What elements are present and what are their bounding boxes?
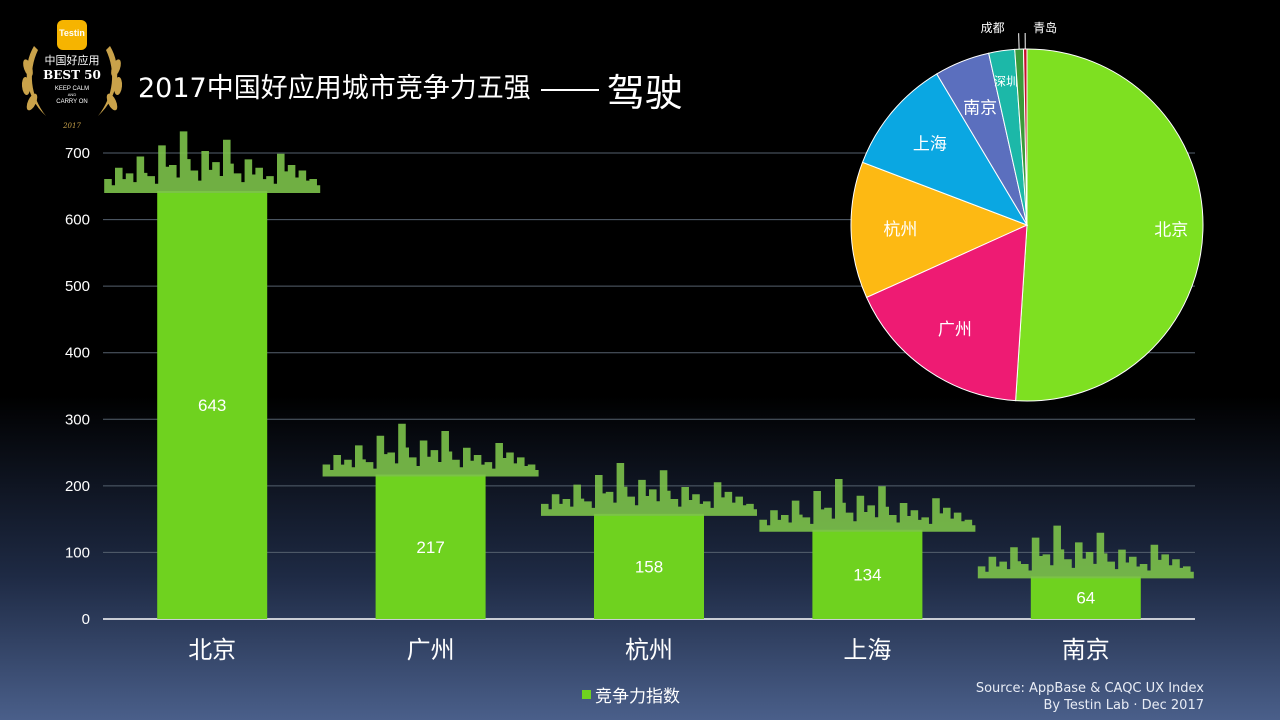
x-tick-label: 南京 [1062, 636, 1110, 664]
title-dash [540, 88, 599, 91]
bar [812, 529, 923, 619]
x-tick-label: 广州 [407, 636, 455, 664]
x-tick-label: 北京 [188, 636, 236, 664]
bar [594, 513, 704, 619]
pie-slice-label: 青岛 [1033, 20, 1057, 35]
bar-data-label: 643 [198, 396, 226, 415]
badge-year: 2017 [62, 122, 81, 130]
bar-data-label: 134 [853, 565, 881, 584]
y-tick-label: 300 [65, 411, 90, 428]
badge-line5: CARRY ON [56, 99, 87, 105]
bar [375, 474, 486, 619]
pie-slice [850, 161, 1029, 299]
pie-slice-label: 成都 [981, 21, 1005, 35]
pie-slice-label: 北京 [1154, 221, 1188, 241]
badge-line1: 中国好应用 [45, 53, 100, 67]
chart-legend: 竞争力指数 [582, 682, 680, 707]
legend-label: 竞争力指数 [595, 687, 680, 707]
y-tick-label: 100 [65, 544, 90, 561]
y-tick-label: 700 [65, 145, 90, 162]
pie-slice-label: 深圳 [994, 74, 1018, 88]
y-tick-label: 0 [82, 611, 90, 628]
city-skyline-icon [977, 525, 1194, 579]
city-skyline-icon [322, 423, 539, 477]
pie-slice-label: 广州 [938, 320, 972, 340]
badge-line3: KEEP CALM [55, 86, 89, 92]
page-title: 2017中国好应用城市竞争力五强 驾驶 [138, 62, 683, 117]
pie-slice [1015, 48, 1204, 402]
source-line2: By Testin Lab · Dec 2017 [1043, 698, 1204, 713]
pie-slice-label: 上海 [913, 135, 947, 155]
title-main: 2017中国好应用城市竞争力五强 [138, 73, 531, 104]
pie-slice-label: 杭州 [883, 220, 917, 240]
testin-logo-icon [57, 20, 87, 50]
source-note: Source: AppBase & CAQC UX Index By Testi… [976, 680, 1204, 714]
bar-data-label: 64 [1076, 589, 1095, 608]
city-skyline-icon [104, 131, 321, 193]
x-tick-label: 上海 [843, 636, 891, 664]
legend-swatch [582, 690, 591, 699]
bar-data-label: 158 [635, 557, 663, 576]
y-tick-label: 400 [65, 345, 90, 362]
bar [1030, 576, 1141, 619]
bar-data-label: 217 [416, 538, 444, 557]
badge-brand: Testin [59, 28, 85, 38]
y-tick-label: 600 [65, 212, 90, 229]
city-skyline-icon [541, 463, 757, 516]
source-line1: Source: AppBase & CAQC UX Index [975, 681, 1204, 696]
best50-badge: Testin 中国好应用 BEST 50 KEEP CALM AND CARRY… [21, 20, 123, 130]
laurel-wreath-icon [21, 46, 123, 116]
bar [157, 190, 268, 619]
pie-slice-label: 南京 [963, 98, 997, 118]
pie-slice [861, 73, 1029, 226]
y-tick-label: 500 [65, 278, 90, 295]
badge-line4: AND [68, 92, 77, 97]
y-tick-label: 200 [65, 478, 90, 495]
x-tick-label: 杭州 [625, 636, 673, 664]
city-skyline-icon [759, 478, 976, 532]
pie-slice [865, 224, 1028, 402]
badge-line2: BEST 50 [43, 68, 101, 82]
title-sub: 驾驶 [606, 71, 683, 115]
